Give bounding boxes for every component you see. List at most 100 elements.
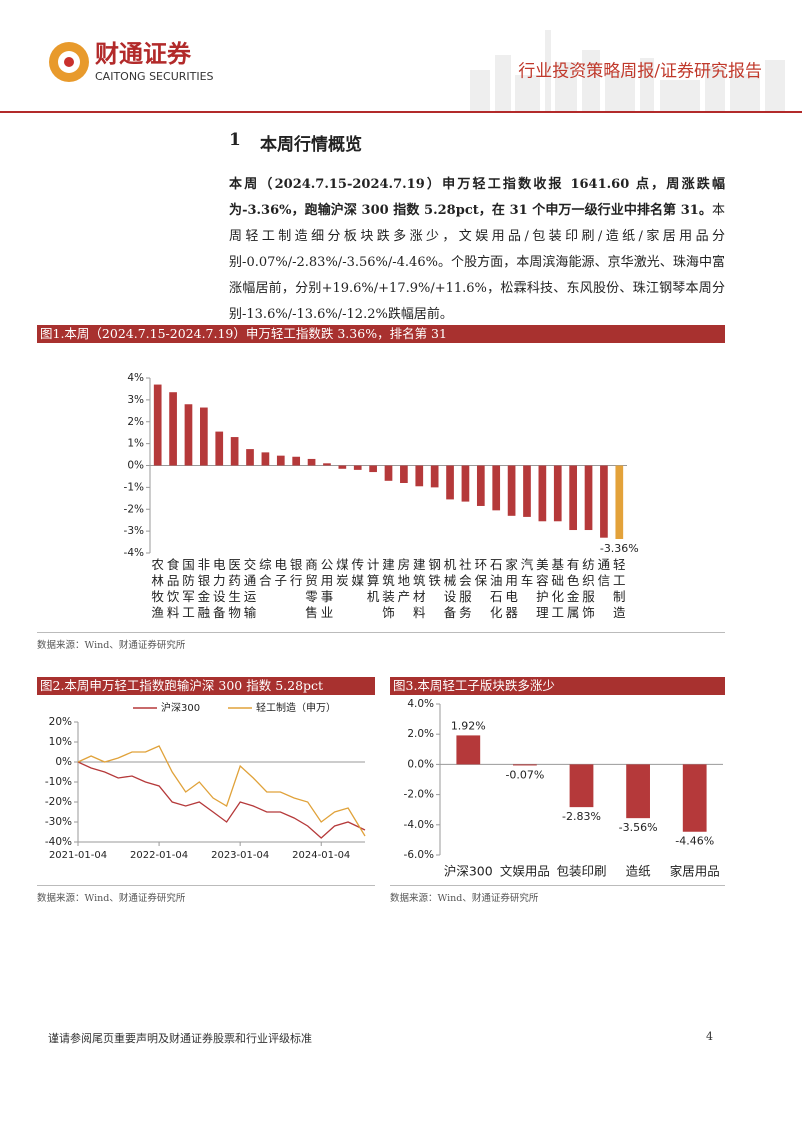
legend-label: 沪深300 xyxy=(161,701,200,714)
rule xyxy=(390,885,725,886)
x-tick-label: 银行 xyxy=(290,557,303,588)
x-tick-label: 传媒 xyxy=(351,557,364,588)
x-tick-label: 综合 xyxy=(259,557,272,588)
x-tick-label: 包装印刷 xyxy=(556,864,606,879)
x-tick-label: 农林牧渔 xyxy=(151,557,164,620)
bar xyxy=(523,465,531,517)
x-tick-label: 轻工制造 xyxy=(613,557,626,620)
x-tick-label: 医药生物 xyxy=(228,557,241,620)
x-tick-label: 美容护理 xyxy=(536,557,549,620)
source: 数据来源：Wind、财通证券研究所 xyxy=(37,893,186,904)
report-type: 行业投资策略周报/证券研究报告 xyxy=(518,62,762,82)
x-tick-label: 非银金融 xyxy=(198,557,211,620)
y-tick-label: 0.0% xyxy=(407,758,434,770)
page-number: 4 xyxy=(706,1030,713,1043)
y-tick-label: -20% xyxy=(45,796,72,808)
logo xyxy=(49,42,89,82)
rule xyxy=(37,632,725,633)
x-tick-label: 食品饮料 xyxy=(167,557,180,620)
y-tick-label: -10% xyxy=(45,776,72,788)
x-tick-label: 电力设备 xyxy=(213,557,226,620)
bar xyxy=(215,431,224,466)
bar xyxy=(456,735,481,765)
x-tick-label: 商贸零售 xyxy=(305,557,318,620)
figure-title: 图3.本周轻工子版块跌多涨少 xyxy=(390,677,725,695)
bar xyxy=(682,764,707,832)
source: 数据来源：Wind、财通证券研究所 xyxy=(390,893,539,904)
bar xyxy=(569,465,577,531)
bar xyxy=(476,465,485,506)
figure-title: 图2.本周申万轻工指数跑输沪深 300 指数 5.28pct xyxy=(37,677,375,695)
x-tick-label: 通信 xyxy=(598,557,611,588)
paragraph-text: 本周（2024.7.15-2024.7.19）申万轻工指数收报 1641.60 … xyxy=(229,177,725,218)
bar xyxy=(461,465,470,502)
x-tick-label: 交通运输 xyxy=(244,557,257,620)
data-label: -0.07% xyxy=(505,768,544,781)
line-series xyxy=(77,761,366,839)
x-tick-label: 环保 xyxy=(475,557,488,588)
rule xyxy=(37,885,375,886)
header-graphics: 财通证券 CAITONG SECURITIES 行业投资策略周报/证券研究报告 xyxy=(0,30,802,113)
y-tick-label: -40% xyxy=(45,836,72,848)
x-tick-label: 家居用品 xyxy=(670,864,720,879)
bar xyxy=(307,458,316,466)
line-series xyxy=(77,745,366,837)
bar xyxy=(292,456,301,466)
source: 数据来源：Wind、财通证券研究所 xyxy=(37,640,186,651)
bar xyxy=(538,465,547,522)
bar xyxy=(492,465,501,511)
bar xyxy=(415,465,424,487)
y-tick-label: 2% xyxy=(127,416,144,428)
bar xyxy=(230,437,239,466)
bar xyxy=(169,392,177,466)
x-tick-label: 房地产 xyxy=(398,557,411,604)
section-title: 本周行情概览 xyxy=(260,135,362,155)
brand: 财通证券 xyxy=(95,40,192,68)
x-tick-label: 电子 xyxy=(275,557,288,588)
y-tick-label: 0% xyxy=(127,460,144,472)
bar xyxy=(513,764,537,766)
brand-en: CAITONG SECURITIES xyxy=(95,70,214,83)
bar xyxy=(600,465,608,538)
bar xyxy=(626,764,650,819)
paragraph: 本周（2024.7.15-2024.7.19）申万轻工指数收报 1641.60 … xyxy=(229,172,725,328)
bar xyxy=(369,465,377,473)
x-tick-label: 公用事业 xyxy=(321,557,334,620)
x-tick-label: 汽车 xyxy=(521,557,534,588)
bar xyxy=(338,465,347,469)
x-tick-label: 纺织服饰 xyxy=(582,557,595,620)
bar xyxy=(353,465,362,470)
bar xyxy=(615,465,624,539)
section-number: 1 xyxy=(229,130,241,150)
y-tick-label: 20% xyxy=(49,716,72,728)
y-tick-label: 2.0% xyxy=(407,728,434,740)
x-tick-label: 沪深300 xyxy=(444,864,493,879)
y-tick-label: -6.0% xyxy=(404,849,434,861)
x-tick-label: 文娱用品 xyxy=(500,864,550,879)
x-tick-label: 国防军工 xyxy=(182,557,195,620)
bar xyxy=(200,407,208,466)
y-tick-label: -1% xyxy=(124,481,144,493)
x-tick-label: 基础化工 xyxy=(552,557,565,620)
x-tick-label: 煤炭 xyxy=(336,557,349,588)
figure-title: 图1.本周（2024.7.15-2024.7.19）申万轻工指数跌 3.36%，… xyxy=(37,325,725,343)
bar xyxy=(400,465,408,483)
bar xyxy=(430,465,439,488)
bar xyxy=(446,465,454,500)
data-label: -3.36% xyxy=(600,542,639,555)
data-label: -2.83% xyxy=(562,810,601,823)
chart: -6.0% -4.0% -2.0% 0.0% 2.0% 4.0% 1.92% 沪深300 -0.… xyxy=(404,698,723,879)
x-tick-label: 石油石化 xyxy=(490,557,503,620)
x-tick-label: 机械设备 xyxy=(444,557,457,620)
y-tick-label: -2.0% xyxy=(404,789,434,801)
x-tick-label: 有色金属 xyxy=(567,557,580,620)
paragraph-text: 本周轻工制造细分板块跌多涨少，文娱用品/包装印刷/造纸/家居用品分别-0.07%… xyxy=(229,203,725,322)
chart: -4% -3% -2% -1% 0% 1% 2% 3% 4% 农林牧渔食品饮料国防军工非银金融电力… xyxy=(124,372,639,620)
bar xyxy=(276,455,285,466)
y-tick-label: 0% xyxy=(55,756,72,768)
y-tick-label: -2% xyxy=(124,503,144,515)
bar xyxy=(261,452,270,466)
bar xyxy=(384,465,393,481)
y-tick-label: 1% xyxy=(127,438,144,450)
